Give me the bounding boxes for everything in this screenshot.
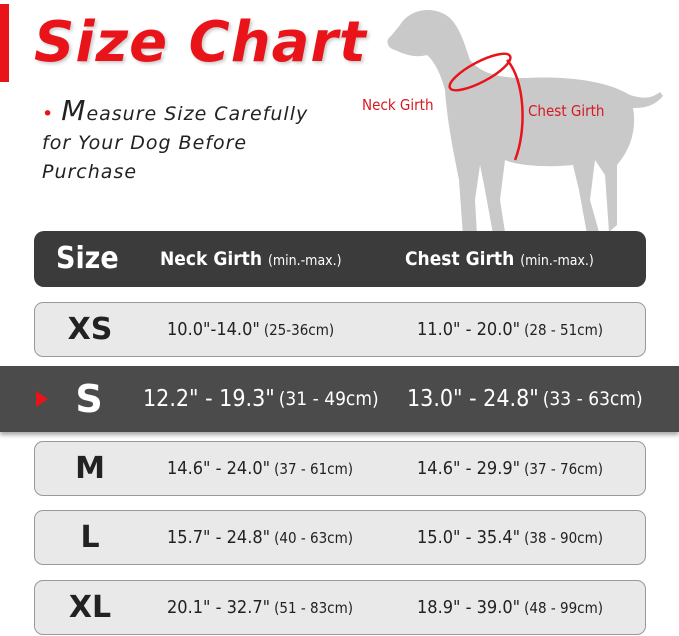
table-row-selected: S 12.2" - 19.3" (31 - 49cm) 13.0" - 24.8"…: [0, 366, 679, 432]
chest-inches: 15.0" - 35.4": [417, 527, 521, 548]
accent-bar: [0, 4, 9, 82]
chest-value: 18.9" - 39.0" (48 - 99cm): [417, 581, 603, 634]
size-label: S: [75, 377, 103, 421]
chest-inches: 18.9" - 39.0": [417, 597, 521, 618]
note-text: easure Size Carefully for Your Dog Befor…: [42, 103, 309, 183]
header-chest-unit: (min.-max.): [520, 253, 594, 269]
header-neck: Neck Girth (min.-max.): [160, 231, 342, 289]
neck-value: 10.0"-14.0" (25-36cm): [167, 303, 334, 356]
size-label: L: [80, 520, 100, 555]
chest-value: 11.0" - 20.0" (28 - 51cm): [417, 303, 603, 356]
neck-inches: 15.7" - 24.8": [167, 527, 271, 548]
neck-cm: (51 - 83cm): [274, 598, 353, 617]
neck-girth-marker: [448, 52, 512, 92]
measure-note: • Measure Size Carefully for Your Dog Be…: [42, 96, 342, 187]
page-title: Size Chart: [34, 10, 367, 75]
header-chest: Chest Girth (min.-max.): [405, 231, 594, 289]
size-label: M: [75, 451, 105, 486]
neck-inches: 20.1" - 32.7": [167, 597, 271, 618]
neck-cm: (31 - 49cm): [278, 388, 379, 410]
neck-inches: 12.2" - 19.3": [143, 386, 275, 412]
chest-cm: (38 - 90cm): [524, 528, 603, 547]
neck-inches: 14.6" - 24.0": [167, 458, 271, 479]
table-row: XL 20.1" - 32.7" (51 - 83cm) 18.9" - 39.0…: [34, 580, 646, 635]
chest-cm: (28 - 51cm): [524, 320, 603, 339]
dog-silhouette: [387, 9, 663, 237]
table-header: Size Neck Girth (min.-max.) Chest Girth …: [34, 231, 646, 287]
size-label: XL: [68, 590, 112, 625]
bullet-icon: •: [42, 103, 55, 125]
dog-illustration: [387, 9, 663, 237]
chest-value: 14.6" - 29.9" (37 - 76cm): [417, 442, 603, 495]
table-row: L 15.7" - 24.8" (40 - 63cm) 15.0" - 35.4"…: [34, 510, 646, 565]
header-chest-label: Chest Girth: [405, 248, 515, 270]
header-size: Size: [56, 241, 119, 276]
neck-value: 15.7" - 24.8" (40 - 63cm): [167, 511, 353, 564]
size-label: XS: [67, 312, 113, 347]
header-neck-unit: (min.-max.): [267, 253, 342, 269]
chest-girth-marker: [506, 59, 524, 161]
chest-cm: (37 - 76cm): [524, 459, 603, 478]
chest-value: 13.0" - 24.8" (33 - 63cm): [407, 366, 643, 432]
chest-cm: (48 - 99cm): [524, 598, 603, 617]
header-neck-label: Neck Girth: [160, 248, 263, 270]
table-row: XS 10.0"-14.0" (25-36cm) 11.0" - 20.0" (28…: [34, 302, 646, 357]
chest-inches: 11.0" - 20.0": [417, 319, 521, 340]
note-initial: M: [61, 94, 87, 127]
neck-cm: (37 - 61cm): [274, 459, 353, 478]
neck-cm: (40 - 63cm): [274, 528, 353, 547]
chest-value: 15.0" - 35.4" (38 - 90cm): [417, 511, 603, 564]
neck-value: 20.1" - 32.7" (51 - 83cm): [167, 581, 353, 634]
selected-arrow-icon: [36, 391, 48, 407]
chest-cm: (33 - 63cm): [542, 388, 643, 410]
neck-inches: 10.0"-14.0": [167, 319, 260, 340]
neck-cm: (25-36cm): [263, 320, 335, 339]
chest-inches: 14.6" - 29.9": [417, 458, 521, 479]
neck-girth-label: Neck Girth: [362, 96, 434, 114]
table-row: M 14.6" - 24.0" (37 - 61cm) 14.6" - 29.9"…: [34, 441, 646, 496]
neck-value: 12.2" - 19.3" (31 - 49cm): [143, 366, 379, 432]
chest-inches: 13.0" - 24.8": [407, 386, 539, 412]
neck-value: 14.6" - 24.0" (37 - 61cm): [167, 442, 353, 495]
chest-girth-label: Chest Girth: [528, 102, 605, 120]
